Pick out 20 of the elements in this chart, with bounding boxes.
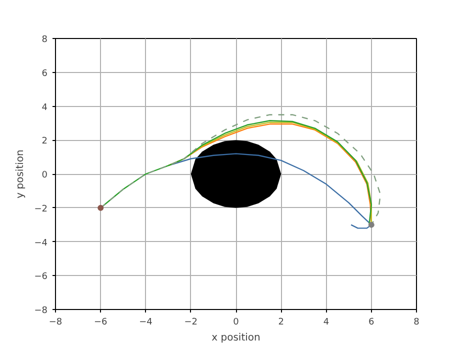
y-tick-label: −6 [34,272,48,282]
y-tick-label: 6 [42,68,48,79]
x-tick-label: −2 [184,318,198,328]
x-tick-label: 4 [323,318,330,328]
x-tick-label: −4 [139,318,153,328]
x-tick-label: 8 [414,318,420,328]
x-tick-label: 2 [278,318,284,328]
y-tick-label: −4 [34,238,48,248]
y-axis-title: y position [15,150,26,198]
x-tick-label: −6 [94,318,108,328]
y-tick-label: 2 [42,136,48,147]
y-tick-label: 0 [42,170,48,180]
x-tick-label: 0 [233,318,240,328]
y-tick-label: 8 [42,35,48,45]
x-tick-label: −8 [48,318,62,328]
y-tick-label: 4 [42,102,48,113]
y-tick-label: −8 [34,306,48,316]
x-axis-title: x position [212,332,260,344]
y-tick-label: −2 [34,204,48,214]
x-tick-label: 6 [368,318,375,328]
